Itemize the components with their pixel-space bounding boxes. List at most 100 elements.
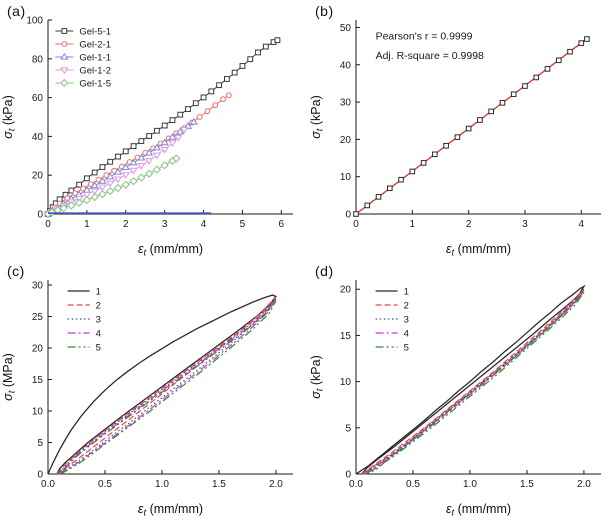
- square-marker: [177, 111, 184, 118]
- square-marker: [200, 94, 207, 101]
- square-marker: [192, 100, 199, 107]
- y-tick-label: 10: [340, 377, 352, 388]
- x-tick-label: 0.5: [406, 479, 420, 490]
- square-marker: [522, 83, 528, 89]
- y-tick-label: 40: [340, 60, 352, 71]
- diamond-marker: [82, 195, 91, 205]
- triangle-up-marker: [152, 143, 161, 151]
- y-axis-title: σt (kPa): [309, 355, 326, 399]
- diamond-marker: [75, 198, 84, 207]
- y-tick-label: 5: [345, 423, 351, 434]
- legend-label: 1: [96, 286, 101, 297]
- x-axis-title: εt (mm/mm): [138, 502, 203, 519]
- square-marker: [239, 63, 246, 69]
- circle-marker: [212, 102, 219, 109]
- y-tick-label: 30: [32, 281, 44, 292]
- legend-label: 1: [404, 286, 409, 297]
- x-tick-label: 1: [84, 219, 90, 230]
- y-tick-label: 15: [32, 375, 44, 386]
- legend: 1 2 3 4 5: [67, 286, 101, 353]
- square-marker: [115, 153, 121, 160]
- series-3: [57, 297, 277, 475]
- series-3: [362, 289, 585, 475]
- square-marker: [555, 57, 562, 64]
- triangle-up-marker: [189, 117, 198, 125]
- y-tick-label: 25: [32, 312, 44, 323]
- y-tick-label: 5: [37, 438, 43, 449]
- square-marker: [247, 56, 254, 63]
- x-tick-label: 0: [45, 219, 51, 230]
- square-marker: [454, 134, 461, 140]
- square-marker: [208, 88, 215, 95]
- square-marker: [262, 43, 269, 50]
- square-marker: [375, 194, 382, 200]
- y-tick-label: 15: [340, 331, 352, 342]
- x-tick-label: 1.0: [155, 479, 169, 490]
- x-tick-label: 3: [162, 219, 168, 230]
- square-marker: [122, 148, 129, 155]
- x-tick-label: 2: [466, 219, 472, 230]
- series-1: [47, 294, 277, 475]
- diamond-marker: [106, 187, 115, 196]
- triangle-down-marker: [106, 180, 115, 188]
- y-tick-label: 20: [340, 285, 352, 296]
- y-axis-title: σt (kPa): [309, 95, 326, 139]
- x-tick-label: 1.0: [463, 479, 477, 490]
- square-marker: [146, 133, 153, 139]
- square-marker: [169, 117, 176, 124]
- annotation-text: Adj. R-square = 0.9998: [376, 50, 484, 62]
- legend-label: 2: [404, 300, 409, 311]
- triangle-up-marker: [129, 158, 138, 166]
- y-tick-label: 80: [32, 54, 44, 65]
- legend: 1 2 3 4 5: [375, 286, 409, 353]
- x-tick-label: 0.5: [98, 479, 112, 490]
- series-2: [56, 296, 277, 475]
- diamond-marker: [121, 180, 130, 189]
- triangle-down-marker: [145, 158, 154, 165]
- triangle-down-marker: [90, 188, 99, 196]
- square-marker: [255, 49, 261, 56]
- square-marker: [544, 66, 551, 72]
- square-marker: [185, 106, 191, 112]
- square-marker: [107, 158, 114, 165]
- y-tick-label: 50: [340, 23, 352, 34]
- diamond-marker: [160, 161, 169, 170]
- diamond-marker: [129, 177, 138, 186]
- square-marker: [398, 176, 404, 183]
- x-axis-title: εt (mm/mm): [138, 242, 203, 259]
- legend-label: 3: [404, 314, 409, 325]
- x-tick-label: 0: [353, 219, 359, 230]
- y-axis-title: σt (kPa): [1, 95, 18, 139]
- y-tick-label: 60: [32, 93, 44, 104]
- y-tick-label: 20: [340, 135, 352, 146]
- triangle-up-marker: [160, 138, 169, 146]
- square-marker: [274, 37, 281, 44]
- square-marker: [488, 108, 494, 115]
- x-tick-label: 6: [279, 219, 285, 230]
- triangle-up-marker: [60, 52, 69, 60]
- square-marker: [138, 138, 145, 144]
- triangle-up-marker: [137, 153, 146, 161]
- series-5: [364, 291, 585, 475]
- square-marker: [91, 169, 98, 176]
- square-marker: [153, 127, 160, 134]
- legend-label: 3: [96, 314, 101, 325]
- square-marker: [99, 164, 106, 170]
- circle-marker: [196, 114, 203, 120]
- y-tick-label: 0: [37, 470, 43, 481]
- y-tick-label: 0: [345, 210, 351, 221]
- x-tick-label: 5: [240, 219, 246, 230]
- series-2: [361, 288, 585, 475]
- square-marker: [584, 36, 590, 42]
- triangle-up-marker: [113, 167, 123, 175]
- y-tick-label: 10: [32, 407, 44, 418]
- series-data: [353, 36, 590, 217]
- x-tick-label: 1: [410, 219, 416, 230]
- square-marker: [364, 202, 371, 209]
- diamond-marker: [98, 190, 107, 199]
- square-marker: [76, 181, 83, 188]
